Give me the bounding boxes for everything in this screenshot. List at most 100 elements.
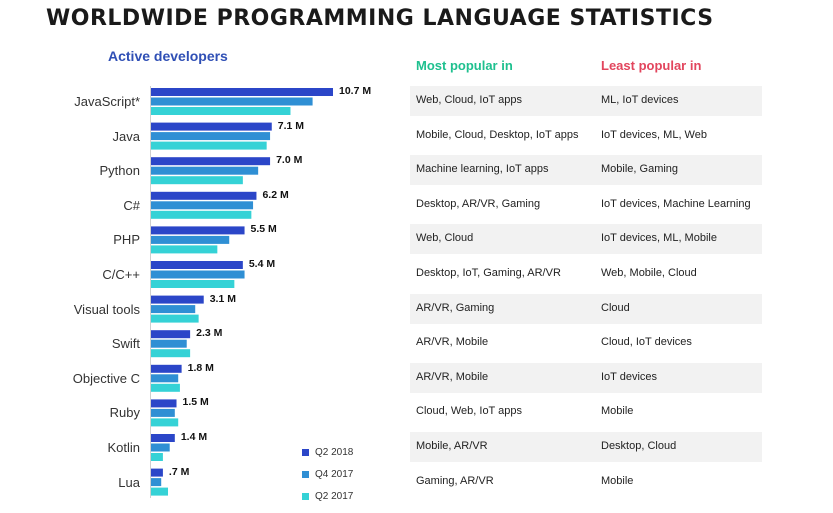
bar-q4-2017	[151, 132, 271, 141]
legend-label: Q2 2018	[315, 447, 354, 458]
bar-q2-2018	[151, 122, 272, 131]
axis-baseline	[150, 86, 151, 498]
bar-q2-2017	[151, 418, 179, 427]
bar-q4-2017	[151, 201, 254, 210]
most-popular-cell: Gaming, AR/VR	[416, 474, 494, 487]
bar-q4-2017	[151, 270, 245, 279]
bar-q2-2017	[151, 210, 252, 219]
legend-label: Q2 2017	[315, 491, 354, 502]
language-label: Visual tools	[73, 301, 140, 317]
value-label: 7.1 M	[277, 119, 305, 132]
legend-swatch	[302, 448, 309, 456]
legend-label: Q4 2017	[315, 469, 354, 480]
chart-title: WORLDWIDE PROGRAMMING LANGUAGE STATISTIC…	[46, 6, 714, 31]
least-popular-cell: IoT devices, ML, Web	[601, 128, 707, 141]
row-background	[410, 86, 762, 116]
bar-q4-2017	[151, 97, 313, 106]
language-label: Lua	[118, 474, 140, 490]
bar-q4-2017	[151, 339, 187, 348]
legend-item: Q4 2017	[302, 469, 353, 480]
bar-q2-2018	[151, 330, 191, 339]
bar-q2-2017	[151, 349, 191, 358]
bar-q2-2017	[151, 107, 291, 115]
least-popular-cell: IoT devices, ML, Mobile	[601, 232, 717, 245]
least-popular-cell: Mobile	[601, 405, 634, 418]
least-popular-cell: Cloud	[601, 301, 630, 314]
most-popular-cell: Machine learning, IoT apps	[416, 163, 549, 176]
value-label: 1.4 M	[180, 431, 208, 443]
language-label: Python	[99, 163, 140, 179]
most-popular-cell: Mobile, AR/VR	[416, 440, 488, 452]
language-label: Objective C	[72, 370, 140, 386]
most-popular-cell: Web, Cloud, IoT apps	[416, 94, 522, 106]
bar-q4-2017	[151, 166, 259, 175]
header-most-popular: Most popular in	[416, 58, 513, 73]
legend-swatch	[302, 470, 309, 478]
bar-q2-2017	[151, 141, 267, 150]
most-popular-cell: AR/VR, Mobile	[416, 370, 489, 383]
most-popular-cell: Desktop, AR/VR, Gaming	[416, 197, 541, 210]
bar-q4-2017	[151, 478, 162, 487]
language-label: C#	[123, 197, 140, 213]
bar-q2-2018	[151, 226, 245, 235]
language-label: Ruby	[109, 405, 140, 421]
bar-q4-2017	[151, 408, 175, 417]
row-background	[410, 432, 762, 462]
value-label: 6.2 M	[262, 188, 289, 201]
row-background	[410, 362, 762, 393]
row-background	[410, 293, 762, 324]
bar-q4-2017	[151, 443, 170, 452]
most-popular-cell: AR/VR, Mobile	[416, 336, 489, 349]
least-popular-cell: Desktop, Cloud	[601, 440, 677, 452]
least-popular-cell: Cloud, IoT devices	[601, 336, 692, 349]
bar-q2-2017	[151, 176, 243, 185]
language-label: PHP	[113, 232, 140, 248]
language-label: JavaScript*	[74, 94, 140, 109]
bar-q2-2018	[151, 261, 243, 269]
most-popular-cell: Cloud, Web, IoT apps	[416, 405, 522, 418]
value-label: 2.3 M	[196, 327, 223, 340]
legend-item: Q2 2017	[302, 491, 353, 502]
value-label: 1.5 M	[182, 396, 209, 409]
most-popular-cell: Mobile, Cloud, Desktop, IoT apps	[416, 128, 579, 141]
bar-q2-2017	[151, 487, 169, 496]
value-label: .7 M	[168, 465, 190, 478]
row-background	[410, 155, 762, 186]
least-popular-cell: IoT devices	[601, 370, 658, 383]
header-least-popular: Least popular in	[601, 58, 702, 73]
language-label: Kotlin	[107, 440, 140, 455]
value-label: 3.1 M	[209, 292, 236, 305]
bar-q2-2017	[151, 245, 218, 254]
bar-q2-2018	[151, 88, 333, 96]
most-popular-cell: Desktop, IoT, Gaming, AR/VR	[416, 267, 561, 279]
bar-q2-2017	[151, 383, 180, 392]
legend-item: Q2 2018	[302, 447, 353, 458]
language-label: Swift	[111, 336, 140, 352]
bar-q2-2017	[151, 314, 199, 323]
bar-q2-2018	[151, 434, 175, 442]
least-popular-cell: Mobile	[601, 474, 634, 487]
bar-q2-2018	[151, 295, 204, 304]
least-popular-cell: Mobile, Gaming	[601, 163, 679, 176]
bar-q2-2017	[151, 453, 163, 461]
most-popular-cell: AR/VR, Gaming	[416, 301, 495, 314]
least-popular-cell: IoT devices, Machine Learning	[601, 197, 751, 210]
bar-q4-2017	[151, 374, 179, 383]
value-label: 5.5 M	[250, 223, 277, 236]
least-popular-cell: Web, Mobile, Cloud	[601, 267, 697, 279]
bar-q2-2018	[151, 157, 271, 166]
bar-q2-2018	[151, 364, 182, 373]
bar-q2-2018	[151, 191, 257, 200]
bar-q2-2017	[151, 280, 235, 288]
language-label: C/C++	[102, 267, 140, 282]
row-background	[410, 224, 762, 255]
bar-q2-2018	[151, 399, 177, 408]
language-label: Java	[112, 128, 140, 144]
value-label: 5.4 M	[248, 258, 276, 270]
header-active-developers: Active developers	[108, 48, 228, 64]
value-label: 10.7 M	[339, 85, 372, 97]
legend-swatch	[302, 492, 309, 500]
least-popular-cell: ML, IoT devices	[601, 94, 679, 106]
most-popular-cell: Web, Cloud	[416, 232, 474, 245]
